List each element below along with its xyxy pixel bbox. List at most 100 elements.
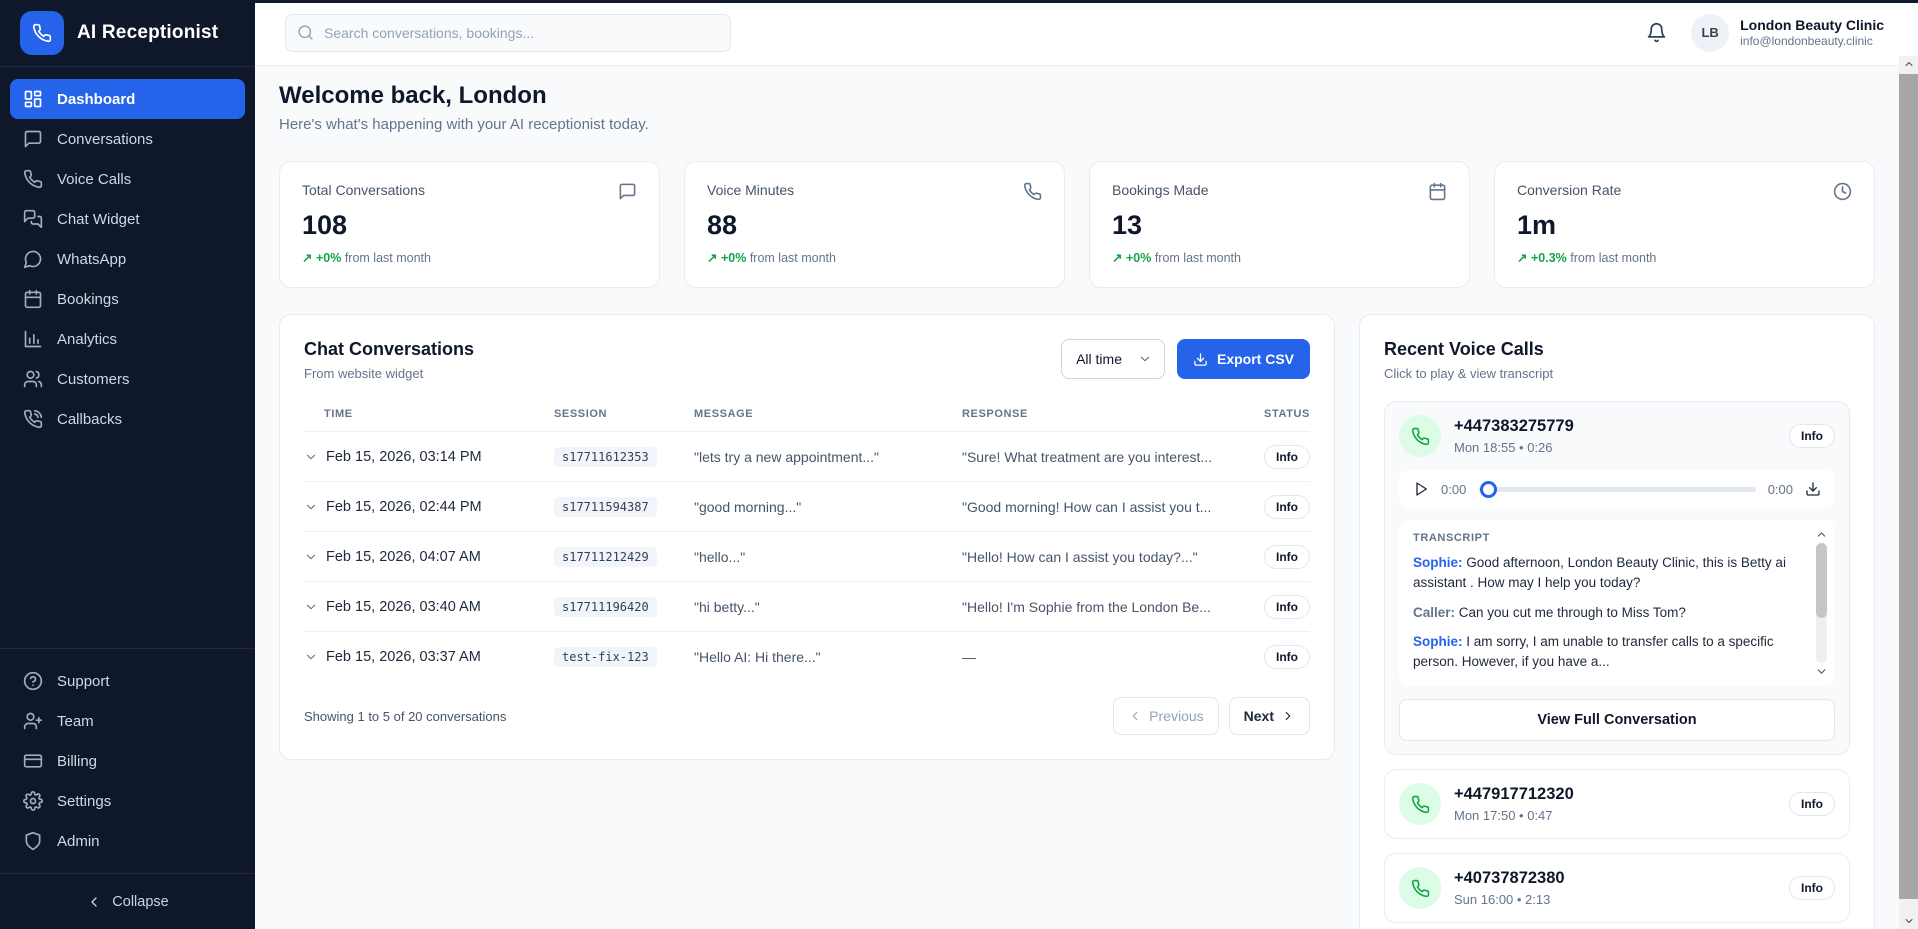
scrollbar-thumb[interactable]: [1815, 543, 1827, 618]
chevron-down-icon[interactable]: [1815, 665, 1828, 678]
sidebar-item-dashboard[interactable]: Dashboard: [10, 79, 245, 119]
sidebar-item-label: Billing: [57, 752, 98, 770]
scrollbar-thumb[interactable]: [1899, 74, 1918, 899]
chat-multi-icon: [23, 209, 43, 229]
page-scrollbar[interactable]: [1899, 56, 1918, 929]
chevron-down-icon[interactable]: [304, 600, 318, 614]
phone-call-icon: [23, 409, 43, 429]
info-badge[interactable]: Info: [1264, 444, 1310, 469]
seek-slider[interactable]: [1478, 480, 1756, 498]
chevron-down-icon[interactable]: [304, 550, 318, 564]
bar-chart-icon: [23, 329, 43, 349]
info-badge[interactable]: Info: [1264, 544, 1310, 569]
users-icon: [23, 369, 43, 389]
chevron-down-icon[interactable]: [304, 650, 318, 664]
voice-call-card-expanded[interactable]: +447383275779 Mon 18:55 • 0:26 Info 0:00…: [1384, 401, 1850, 756]
slider-handle[interactable]: [1480, 480, 1498, 498]
user-menu[interactable]: LB London Beauty Clinic info@londonbeaut…: [1691, 13, 1884, 52]
row-response: —: [962, 648, 976, 665]
notifications-bell-icon[interactable]: [1646, 22, 1667, 43]
sidebar-item-conversations[interactable]: Conversations: [10, 119, 245, 159]
sidebar-item-team[interactable]: Team: [10, 701, 245, 741]
calendar-icon: [23, 289, 43, 309]
column-message: MESSAGE: [694, 408, 754, 420]
row-message: "hello...": [694, 548, 746, 565]
page-subtitle: Here's what's happening with your AI rec…: [279, 116, 649, 133]
sidebar-item-label: Bookings: [57, 290, 119, 308]
phone-icon: [1411, 427, 1430, 446]
sidebar-item-analytics[interactable]: Analytics: [10, 319, 245, 359]
scroll-down-arrow[interactable]: [1903, 913, 1915, 929]
info-badge[interactable]: Info: [1264, 494, 1310, 519]
sidebar-item-billing[interactable]: Billing: [10, 741, 245, 781]
sidebar-item-label: Voice Calls: [57, 170, 132, 188]
panel-title: Recent Voice Calls: [1384, 339, 1544, 359]
table-row[interactable]: Feb 15, 2026, 03:14 PM s17711612353 "let…: [304, 431, 1310, 481]
previous-page-button[interactable]: Previous: [1113, 697, 1219, 735]
search-input[interactable]: [285, 13, 731, 52]
sidebar-item-label: Analytics: [57, 330, 118, 348]
download-audio-button[interactable]: [1805, 481, 1821, 497]
sidebar-footer-nav: Support Team Billing Settings Admin: [0, 649, 255, 873]
chevron-up-icon[interactable]: [1815, 528, 1828, 541]
sidebar-item-admin[interactable]: Admin: [10, 821, 245, 861]
search-icon: [297, 24, 314, 41]
row-time: Feb 15, 2026, 02:44 PM: [326, 498, 482, 515]
chevron-down-icon[interactable]: [304, 450, 318, 464]
play-button[interactable]: [1413, 481, 1429, 497]
sidebar-item-chat-widget[interactable]: Chat Widget: [10, 199, 245, 239]
table-row[interactable]: Feb 15, 2026, 03:37 AM test-fix-123 "Hel…: [304, 631, 1310, 681]
download-icon: [1193, 352, 1208, 367]
stat-trend: ↗ +0.3% from last month: [1517, 251, 1657, 265]
info-badge[interactable]: Info: [1789, 876, 1835, 901]
next-page-button[interactable]: Next: [1228, 697, 1310, 735]
info-badge[interactable]: Info: [1789, 424, 1835, 448]
view-full-conversation-button[interactable]: View Full Conversation: [1399, 699, 1835, 742]
transcript-line: Caller: Can you cut me through to Miss T…: [1413, 604, 1686, 620]
sidebar-item-bookings[interactable]: Bookings: [10, 279, 245, 319]
row-time: Feb 15, 2026, 03:37 AM: [326, 648, 481, 665]
column-time: TIME: [324, 408, 353, 420]
stat-value: 88: [707, 210, 738, 240]
info-badge[interactable]: Info: [1264, 644, 1310, 669]
stat-cards: Total Conversations 108 ↗ +0% from last …: [279, 161, 1875, 288]
time-filter-select[interactable]: All time: [1061, 339, 1165, 379]
chevron-down-icon[interactable]: [304, 500, 318, 514]
info-badge[interactable]: Info: [1789, 792, 1835, 817]
sidebar-nav: Dashboard Conversations Voice Calls Chat…: [0, 67, 255, 439]
sidebar-item-label: Dashboard: [57, 90, 136, 108]
sidebar-item-voice-calls[interactable]: Voice Calls: [10, 159, 245, 199]
session-badge: s17711212429: [554, 546, 657, 567]
voice-call-card[interactable]: +447917712320 Mon 17:50 • 0:47 Info: [1384, 769, 1850, 840]
user-email: info@londonbeauty.clinic: [1740, 34, 1873, 49]
chevron-right-icon: [1281, 709, 1295, 723]
row-message: "good morning...": [694, 498, 802, 515]
voice-call-card[interactable]: +40737872380 Sun 16:00 • 2:13 Info: [1384, 853, 1850, 924]
sidebar-item-callbacks[interactable]: Callbacks: [10, 399, 245, 439]
export-csv-button[interactable]: Export CSV: [1176, 339, 1310, 379]
clock-icon: [1833, 182, 1852, 201]
info-badge[interactable]: Info: [1264, 594, 1310, 619]
dashboard-icon: [23, 89, 43, 109]
speaker-name: Caller:: [1413, 604, 1456, 620]
table-row[interactable]: Feb 15, 2026, 02:44 PM s17711594387 "goo…: [304, 481, 1310, 531]
call-avatar: [1399, 415, 1441, 457]
collapse-sidebar-button[interactable]: Collapse: [0, 873, 255, 929]
transcript-scrollbar[interactable]: [1814, 528, 1828, 678]
call-meta: Sun 16:00 • 2:13: [1454, 892, 1551, 908]
table-row[interactable]: Feb 15, 2026, 04:07 AM s17711212429 "hel…: [304, 531, 1310, 581]
trend-arrow-icon: ↗: [302, 251, 313, 265]
stat-card-voice-minutes: Voice Minutes 88 ↗ +0% from last month: [684, 161, 1065, 288]
collapse-label: Collapse: [112, 893, 169, 910]
session-badge: s17711594387: [554, 496, 657, 517]
app-logo: AI Receptionist: [0, 0, 255, 67]
column-session: SESSION: [554, 408, 608, 420]
table-row[interactable]: Feb 15, 2026, 03:40 AM s17711196420 "hi …: [304, 581, 1310, 631]
sidebar-item-customers[interactable]: Customers: [10, 359, 245, 399]
scroll-up-arrow[interactable]: [1903, 56, 1915, 72]
sidebar-item-whatsapp[interactable]: WhatsApp: [10, 239, 245, 279]
sidebar-item-settings[interactable]: Settings: [10, 781, 245, 821]
audio-player: 0:00 0:00: [1399, 470, 1835, 508]
sidebar-item-support[interactable]: Support: [10, 661, 245, 701]
